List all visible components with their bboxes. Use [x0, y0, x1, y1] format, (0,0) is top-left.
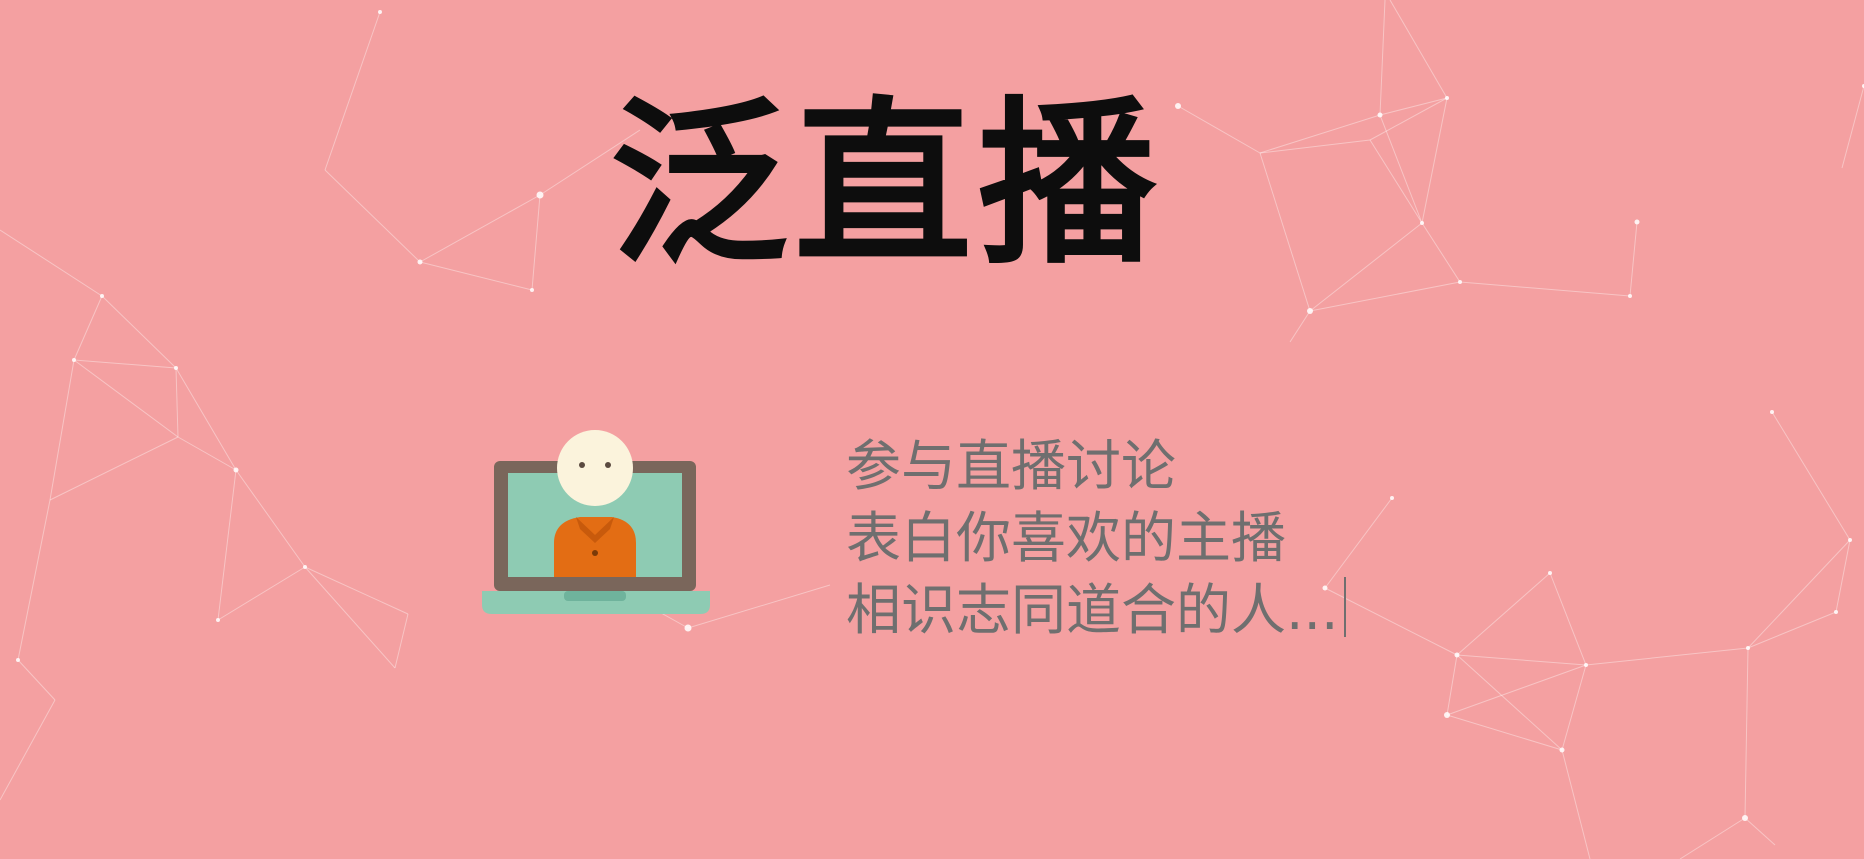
streamer-laptop-icon: [482, 430, 710, 614]
tagline-line-2: 表白你喜欢的主播: [846, 506, 1287, 570]
typing-cursor: [1344, 577, 1347, 637]
avatar-collar: [576, 517, 614, 543]
avatar-eye-right: [605, 462, 611, 468]
network-nodes: [16, 10, 1864, 821]
laptop-trackpad: [564, 591, 626, 601]
laptop-base: [482, 591, 710, 614]
avatar-face: [557, 430, 633, 506]
tagline: 参与直播讨论 表白你喜欢的主播 相识志同道合的人...: [846, 430, 1347, 646]
tagline-line-3-text: 相识志同道合的人...: [846, 578, 1339, 642]
avatar-shirt: [554, 517, 636, 577]
app-title: 泛直播: [610, 81, 1162, 288]
tagline-line-3: 相识志同道合的人...: [846, 574, 1347, 646]
avatar-button: [592, 550, 598, 556]
tagline-line-1: 参与直播讨论: [846, 434, 1177, 498]
avatar-eye-left: [579, 462, 585, 468]
